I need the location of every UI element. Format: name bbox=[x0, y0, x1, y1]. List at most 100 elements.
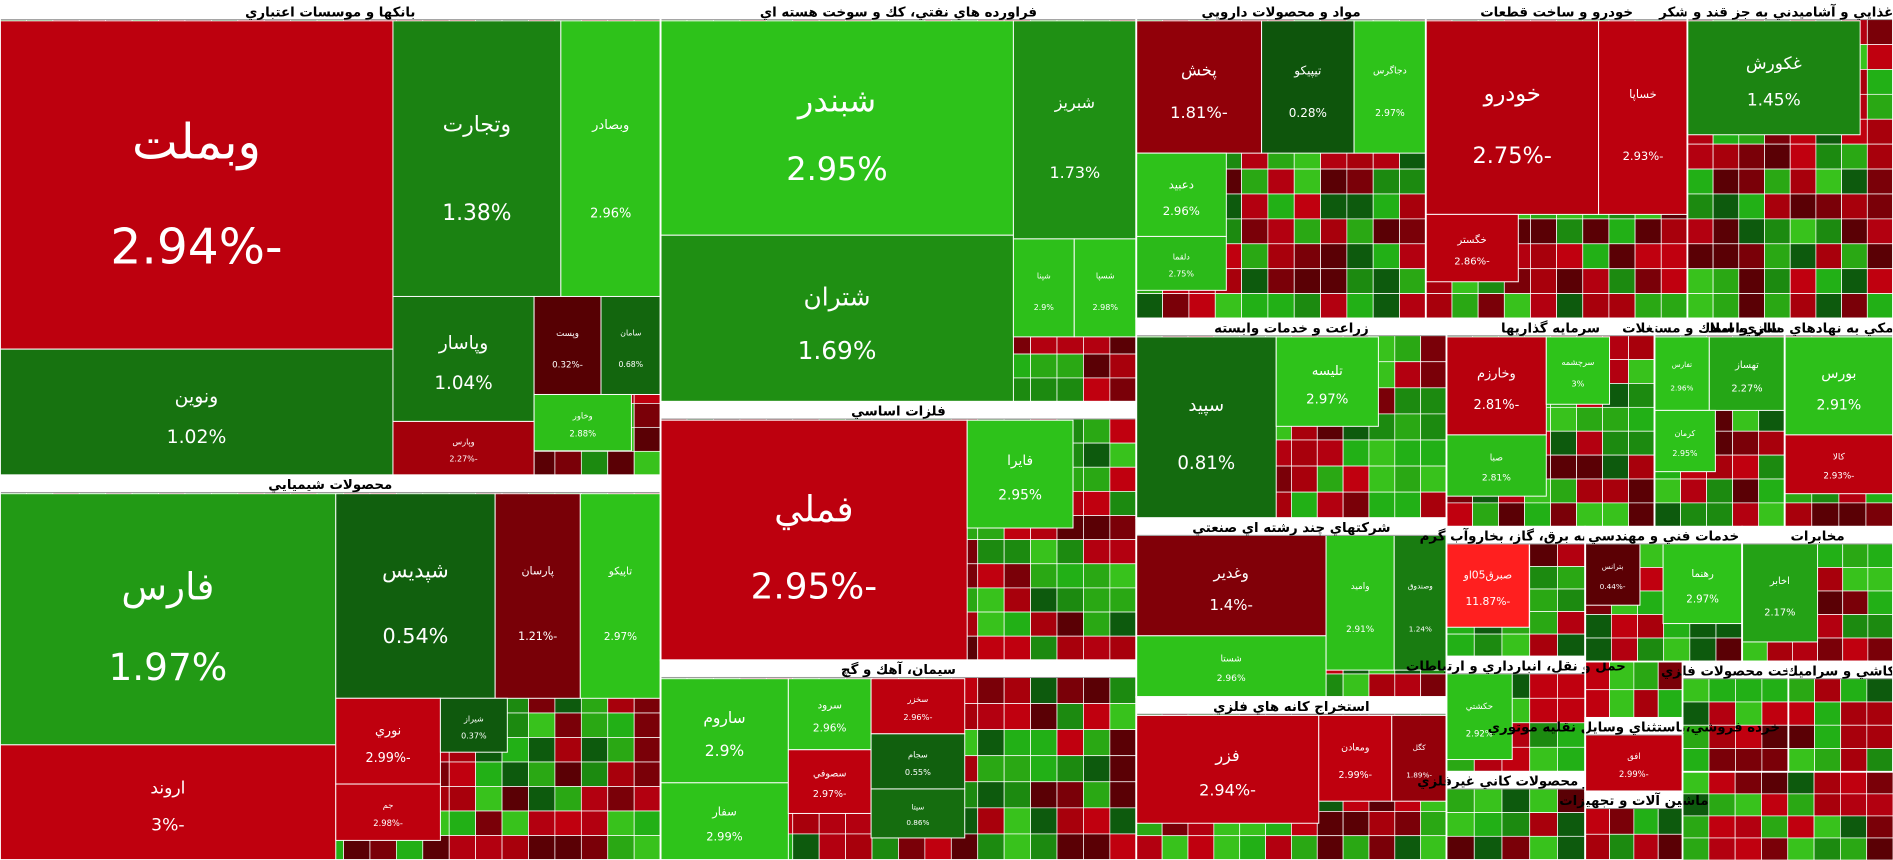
minor-tile bbox=[1083, 539, 1111, 565]
tile-name: وبملت bbox=[132, 113, 261, 170]
tile bbox=[1784, 434, 1893, 495]
minor-tile bbox=[1267, 168, 1295, 195]
minor-tile bbox=[977, 539, 1005, 565]
minor-tile bbox=[1813, 793, 1841, 817]
tile-change: 2.96% bbox=[590, 206, 631, 221]
minor-tile bbox=[1056, 563, 1084, 589]
tile bbox=[660, 419, 968, 661]
minor-tile bbox=[1867, 543, 1893, 568]
minor-tile bbox=[1557, 673, 1586, 699]
tile bbox=[392, 20, 562, 297]
minor-tile bbox=[554, 835, 582, 860]
tile bbox=[787, 749, 872, 814]
minor-tile bbox=[1003, 729, 1031, 757]
minor-tile bbox=[1584, 689, 1610, 719]
minor-tile bbox=[1840, 678, 1868, 703]
minor-tile bbox=[1477, 293, 1505, 319]
minor-tile bbox=[1761, 815, 1789, 839]
minor-tile bbox=[1003, 611, 1031, 637]
tile bbox=[1353, 20, 1427, 154]
minor-tile bbox=[1582, 268, 1610, 294]
minor-tile bbox=[633, 835, 661, 860]
minor-tile bbox=[580, 737, 609, 763]
minor-tile bbox=[1557, 835, 1586, 860]
minor-tile bbox=[607, 712, 635, 738]
minor-tile bbox=[633, 786, 661, 812]
tile-change: -2.99% bbox=[1619, 769, 1649, 779]
tile bbox=[1135, 534, 1327, 637]
minor-tile bbox=[1788, 701, 1815, 726]
minor-tile bbox=[1841, 218, 1868, 245]
minor-tile bbox=[1637, 567, 1665, 592]
tile-name: كرمان bbox=[1675, 429, 1696, 438]
minor-tile bbox=[1657, 808, 1683, 835]
sector-title: ماشين آلات و تجهيزات bbox=[1559, 792, 1708, 809]
minor-tile bbox=[1083, 781, 1111, 809]
minor-tile bbox=[1030, 539, 1058, 565]
minor-tile bbox=[1316, 835, 1344, 860]
minor-tile bbox=[1420, 361, 1447, 389]
minor-tile bbox=[1738, 268, 1765, 294]
minor-tile bbox=[1372, 193, 1400, 220]
minor-tile bbox=[528, 712, 556, 738]
minor-tile bbox=[1866, 218, 1893, 245]
minor-tile bbox=[977, 635, 1005, 661]
tile-change: 2.92% bbox=[1466, 729, 1493, 739]
minor-tile bbox=[1446, 633, 1475, 658]
minor-tile bbox=[1030, 563, 1058, 589]
tile-name: وپاسار bbox=[438, 333, 488, 354]
minor-tile bbox=[1840, 815, 1868, 839]
tile-name: اروند bbox=[150, 779, 185, 799]
minor-tile bbox=[633, 737, 661, 763]
minor-tile bbox=[1529, 835, 1558, 860]
minor-tile bbox=[1660, 268, 1688, 294]
minor-tile bbox=[1866, 69, 1893, 95]
minor-tile bbox=[977, 729, 1005, 757]
tile bbox=[392, 420, 535, 476]
sector-title: محصولات شيميايي bbox=[268, 478, 392, 493]
minor-tile bbox=[1788, 724, 1815, 749]
minor-tile bbox=[1530, 218, 1557, 245]
minor-tile bbox=[1003, 635, 1031, 661]
minor-tile bbox=[1556, 243, 1584, 270]
minor-tile bbox=[607, 810, 635, 836]
tile-name: شستا bbox=[1221, 655, 1242, 665]
minor-tile bbox=[1529, 788, 1558, 813]
tile-name: وپارس bbox=[452, 437, 474, 446]
tile bbox=[787, 678, 872, 751]
minor-tile bbox=[1241, 268, 1269, 294]
minor-tile bbox=[1682, 837, 1710, 860]
minor-tile bbox=[1083, 833, 1111, 860]
minor-tile bbox=[1811, 502, 1840, 528]
tile-name: وبصادر bbox=[591, 118, 629, 133]
tile-change: -2.99% bbox=[366, 751, 411, 766]
tile-change: 0.37% bbox=[461, 732, 487, 741]
minor-tile bbox=[1030, 729, 1058, 757]
sector-title: حمل و نقل، انبارداري و ارتباطات bbox=[1406, 659, 1626, 674]
tile-name: غكورش bbox=[1746, 54, 1802, 74]
minor-tile bbox=[1660, 293, 1688, 319]
minor-tile bbox=[1654, 502, 1681, 528]
minor-tile bbox=[1712, 143, 1740, 170]
minor-tile bbox=[1758, 502, 1786, 528]
tile-name: افق bbox=[1627, 751, 1640, 761]
minor-tile bbox=[1399, 168, 1427, 195]
minor-tile bbox=[580, 450, 609, 476]
minor-tile bbox=[977, 563, 1005, 589]
minor-tile bbox=[1576, 502, 1603, 528]
minor-tile bbox=[475, 786, 503, 812]
minor-tile bbox=[1867, 614, 1893, 639]
sector-border bbox=[1584, 716, 1684, 793]
tile-name: خگستر bbox=[1456, 233, 1486, 246]
tile bbox=[1261, 20, 1355, 154]
minor-tile bbox=[1682, 678, 1710, 703]
minor-tile bbox=[633, 403, 661, 428]
minor-tile bbox=[1866, 168, 1893, 195]
minor-tile bbox=[1056, 703, 1084, 730]
tile bbox=[1135, 635, 1327, 698]
tile bbox=[1135, 152, 1227, 237]
minor-tile bbox=[1866, 724, 1893, 749]
minor-tile bbox=[1680, 478, 1707, 504]
minor-tile bbox=[1473, 835, 1503, 860]
minor-tile bbox=[1420, 835, 1447, 860]
